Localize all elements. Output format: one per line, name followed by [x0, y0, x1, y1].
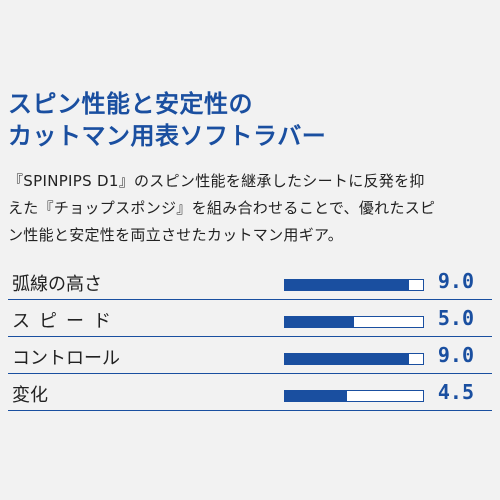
- headline: スピン性能と安定性の カットマン用表ソフトラバー: [8, 88, 326, 152]
- stat-bar-fill: [285, 280, 410, 290]
- stat-bar-fill: [285, 317, 354, 327]
- stat-value: 5.0: [437, 306, 474, 330]
- description-line-1: 『SPINPIPS D1』のスピン性能を継承したシートに反発を抑: [8, 172, 425, 190]
- stat-label: スピード: [12, 311, 120, 332]
- performance-stats: 弧線の高さ 9.0 スピード 5.0 コントロール 9.0 変化 4.5: [8, 266, 492, 414]
- product-description: 『SPINPIPS D1』のスピン性能を継承したシートに反発を抑 えた『チョップ…: [8, 168, 496, 249]
- stat-row-variation: 変化 4.5: [8, 377, 492, 411]
- description-line-2: えた『チョップスポンジ』を組み合わせることで、優れたスピ: [8, 199, 436, 217]
- stat-bar-fill: [285, 354, 410, 364]
- stat-value: 4.5: [437, 380, 474, 404]
- stat-bar: [284, 390, 424, 402]
- headline-line-1: スピン性能と安定性の: [8, 90, 253, 118]
- stat-label: 弧線の高さ: [12, 274, 102, 295]
- stat-bar-fill: [285, 391, 348, 401]
- stat-label: 変化: [12, 385, 48, 406]
- stat-bar: [284, 353, 424, 365]
- stat-row-speed: スピード 5.0: [8, 303, 492, 337]
- stat-value: 9.0: [437, 269, 474, 293]
- stat-bar: [284, 279, 424, 291]
- stat-bar: [284, 316, 424, 328]
- stat-label: コントロール: [12, 348, 120, 369]
- description-line-3: ン性能と安定性を両立させたカットマン用ギア。: [8, 226, 344, 244]
- headline-line-2: カットマン用表ソフトラバー: [8, 122, 327, 150]
- stat-value: 9.0: [437, 343, 474, 367]
- stat-row-control: コントロール 9.0: [8, 340, 492, 374]
- stat-row-arc-height: 弧線の高さ 9.0: [8, 266, 492, 300]
